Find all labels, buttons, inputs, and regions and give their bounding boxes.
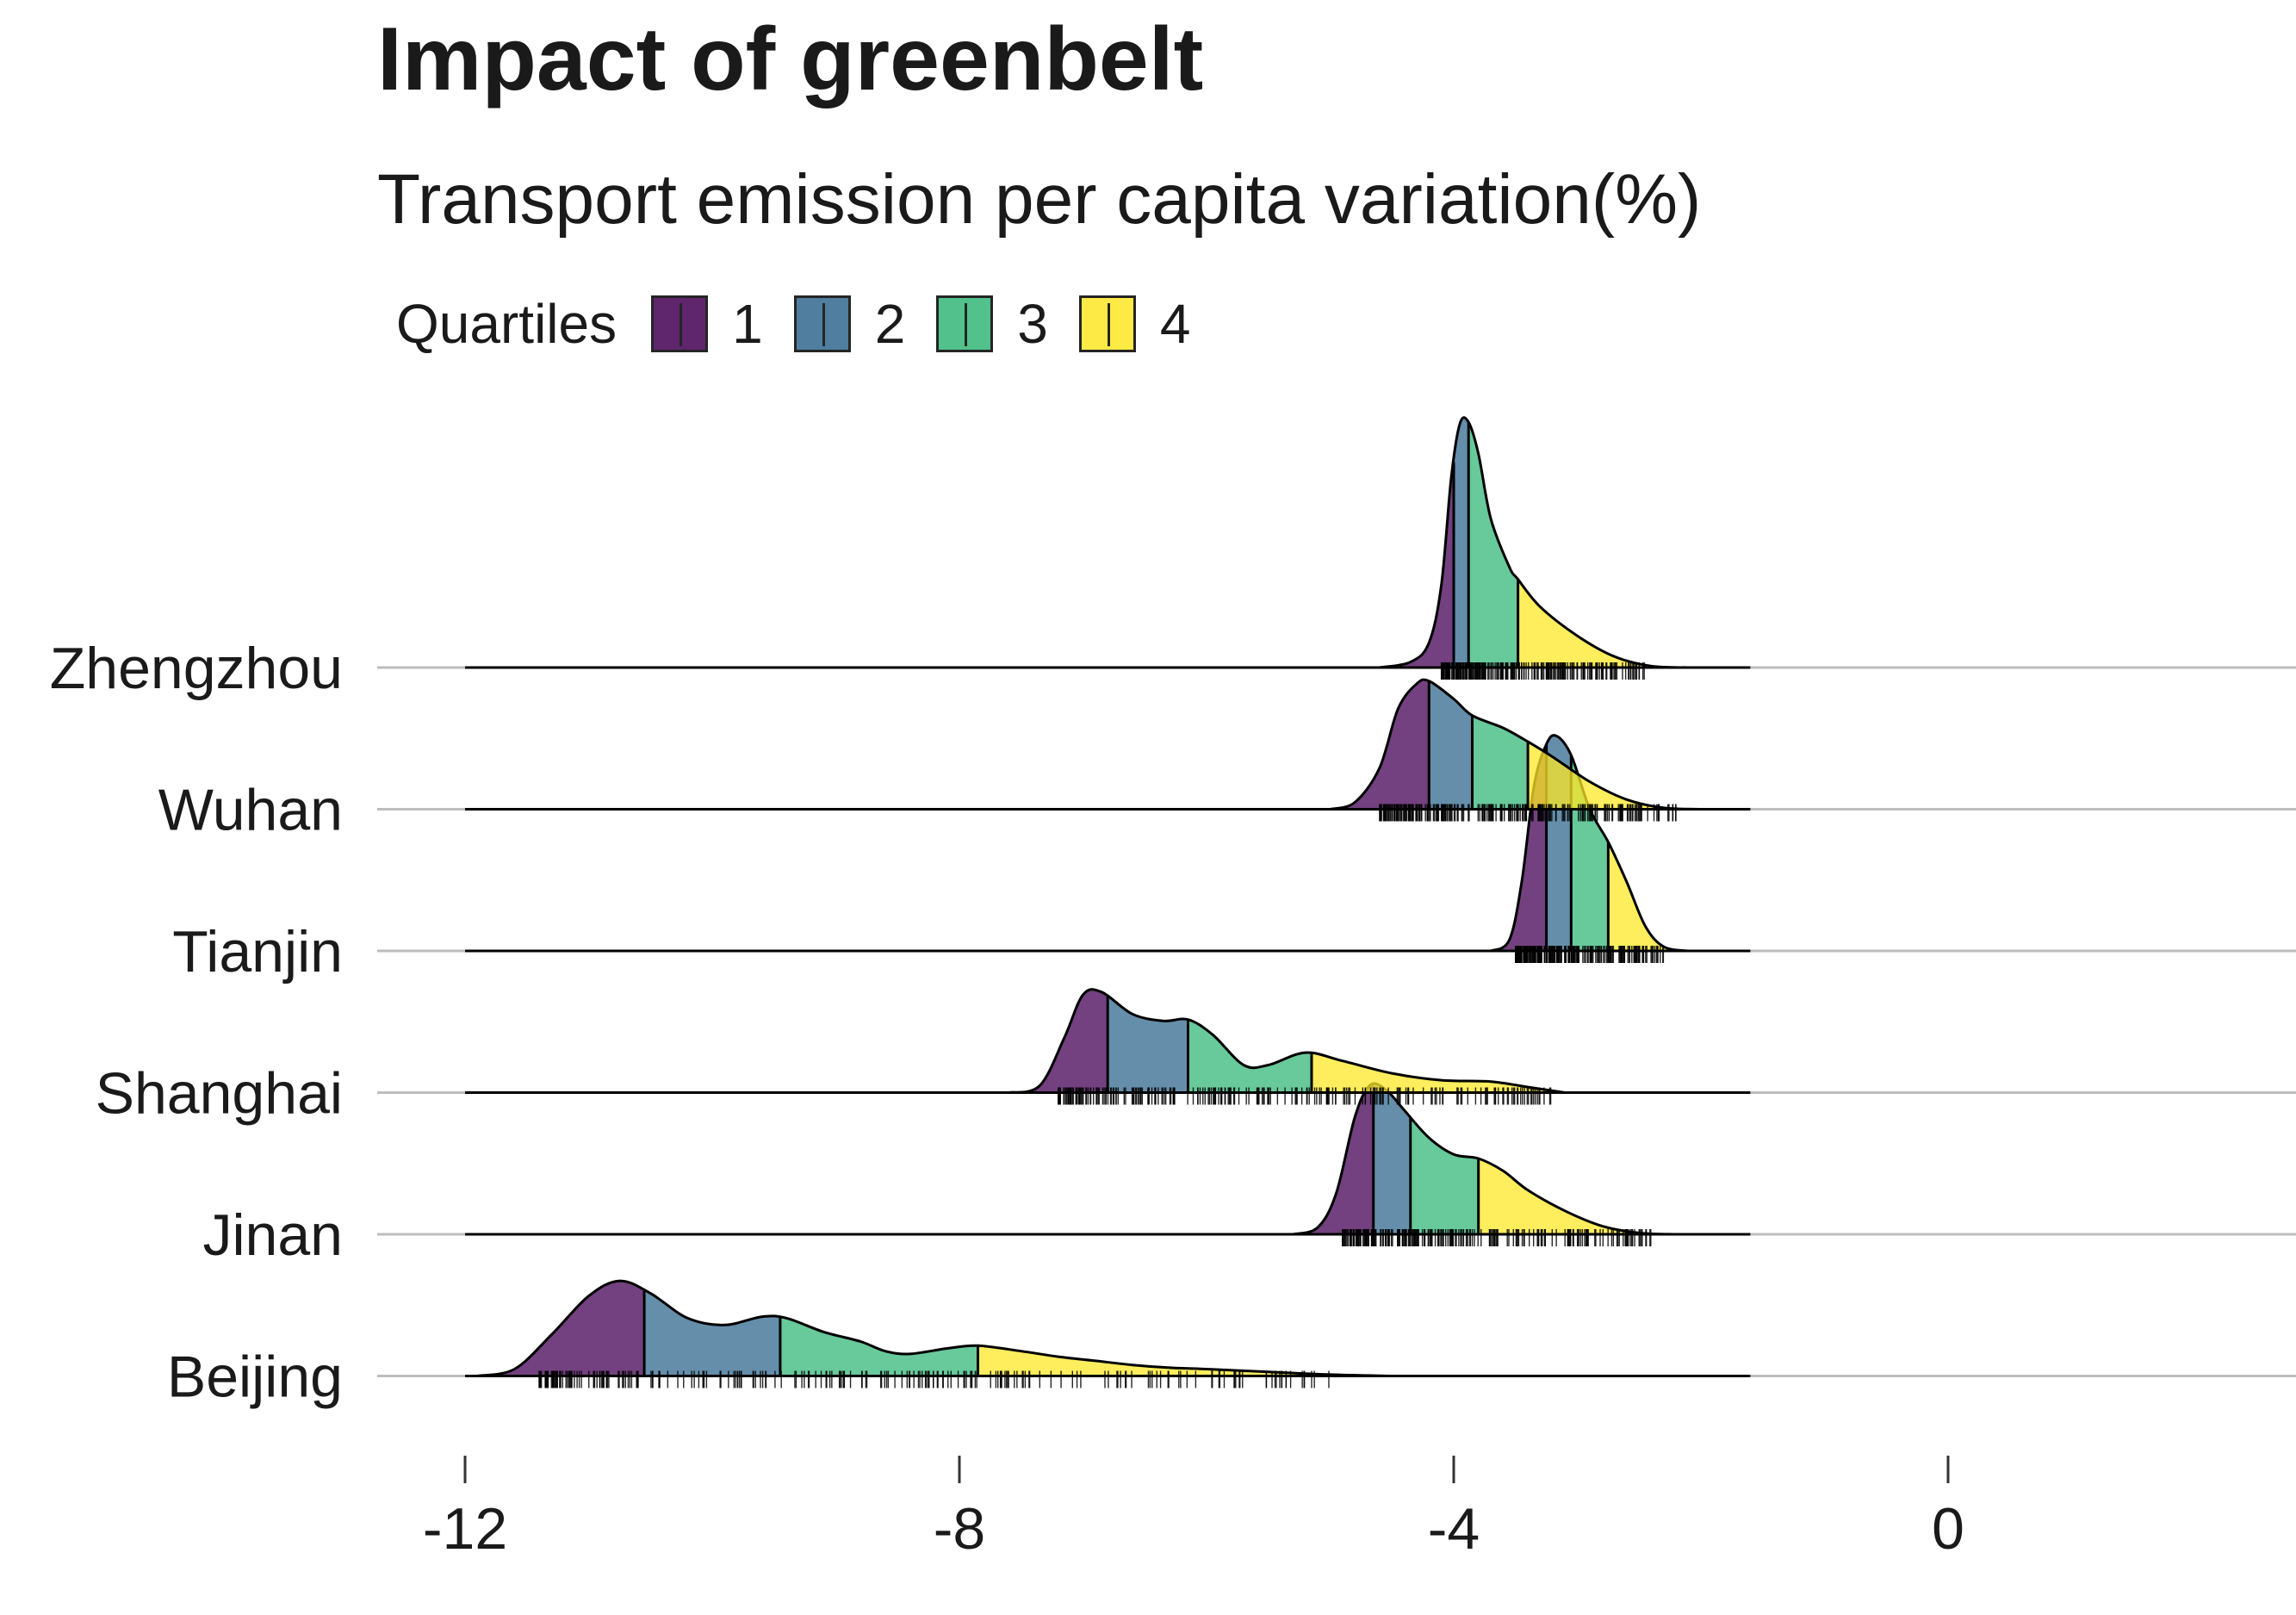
legend-item-2: 2 <box>793 292 906 356</box>
legend-swatch-3 <box>936 295 994 352</box>
legend-label-4: 4 <box>1159 292 1191 355</box>
rug-beijing <box>538 1370 1330 1388</box>
y-tick-label-shanghai: Shanghai <box>96 1061 343 1127</box>
ridge-outline-jinan <box>1293 1082 1677 1236</box>
ridge-zhengzhou-quartile-4 <box>1517 417 1689 668</box>
ridge-zhengzhou-quartile-3 <box>1468 417 1518 668</box>
ridges <box>465 416 1751 1388</box>
ridge-zhengzhou <box>465 416 1751 680</box>
legend-swatch-2 <box>793 295 851 352</box>
ridge-outline-zhengzhou <box>1379 416 1689 669</box>
legend: Quartiles 1 2 3 4 <box>396 291 1221 356</box>
ridge-beijing-quartile-1 <box>477 1281 645 1376</box>
legend-item-4: 4 <box>1078 292 1191 356</box>
grid-lines <box>377 666 2296 1377</box>
legend-label-3: 3 <box>1017 292 1048 355</box>
y-tick-label-wuhan: Wuhan <box>158 778 343 843</box>
legend-swatch-4 <box>1078 295 1136 352</box>
rug-tianjin <box>1515 946 1665 963</box>
x-tick-label-2: -4 <box>1428 1496 1480 1562</box>
ridge-outline-tianjin <box>1490 734 1689 953</box>
ridge-zhengzhou-quartile-2 <box>1454 417 1469 668</box>
ridge-shanghai-quartile-1 <box>1008 989 1108 1093</box>
legend-label-2: 2 <box>874 292 906 355</box>
ridge-zhengzhou-quartile-1 <box>1379 417 1454 668</box>
ridge-shanghai-quartile-3 <box>1188 989 1312 1093</box>
y-tick-label-jinan: Jinan <box>202 1202 343 1268</box>
y-tick-label-beijing: Beijing <box>167 1345 343 1410</box>
y-tick-labels: Beijing Jinan Shanghai Tianjin Wuhan Zhengzho… <box>50 636 343 1410</box>
chart-title: Impact of greenbelt <box>377 9 1204 109</box>
y-tick-label-tianjin: Tianjin <box>172 919 343 985</box>
legend-swatch-1 <box>651 295 709 352</box>
x-axis: -12 -8 -4 0 <box>423 1456 1964 1562</box>
rug-jinan <box>1342 1229 1652 1246</box>
legend-item-1: 1 <box>651 292 763 356</box>
rug-shanghai <box>1058 1087 1552 1105</box>
rug-wuhan <box>1379 804 1677 822</box>
rug-zhengzhou <box>1440 662 1645 680</box>
ridge-outline-beijing <box>477 1279 1393 1377</box>
x-tick-label-0: -12 <box>423 1496 507 1562</box>
legend-label-1: 1 <box>732 292 763 355</box>
y-tick-label-zhengzhou: Zhengzhou <box>50 636 343 701</box>
ridge-outline-shanghai <box>1008 988 1566 1094</box>
x-tick-label-1: -8 <box>934 1496 985 1562</box>
chart-subtitle: Transport emission per capita variation(… <box>377 160 1702 239</box>
legend-item-3: 3 <box>936 292 1048 356</box>
ridge-beijing-quartile-3 <box>779 1281 978 1376</box>
ridge-beijing-quartile-2 <box>644 1281 780 1376</box>
x-tick-label-3: 0 <box>1932 1496 1964 1562</box>
ridge-shanghai-quartile-2 <box>1108 989 1188 1093</box>
legend-title: Quartiles <box>396 292 617 355</box>
ridge-outline-wuhan <box>1330 678 1702 811</box>
ridge-wuhan-quartile-1 <box>1330 680 1430 810</box>
